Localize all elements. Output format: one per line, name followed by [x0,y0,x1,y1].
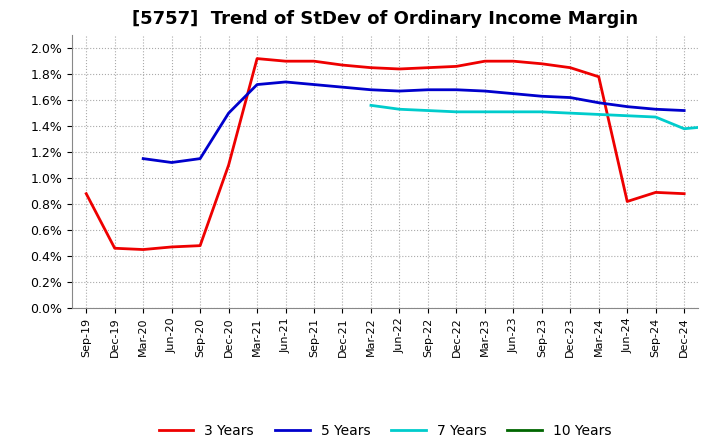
3 Years [82,191,91,196]
5 Years [225,110,233,116]
3 Years [139,247,148,252]
5 Years [310,82,318,87]
7 Years [595,112,603,117]
7 Years [652,114,660,120]
5 Years [423,87,432,92]
5 Years [338,84,347,90]
Line: 5 Years: 5 Years [143,82,684,162]
7 Years [708,124,717,129]
7 Years [452,109,461,114]
5 Years [480,88,489,94]
3 Years [395,66,404,72]
5 Years [452,87,461,92]
3 Years [196,243,204,248]
Title: [5757]  Trend of StDev of Ordinary Income Margin: [5757] Trend of StDev of Ordinary Income… [132,10,638,28]
3 Years [423,65,432,70]
3 Years [680,191,688,196]
5 Years [253,82,261,87]
5 Years [595,100,603,106]
3 Years [652,190,660,195]
3 Years [595,74,603,79]
5 Years [680,108,688,113]
3 Years [366,65,375,70]
3 Years [566,65,575,70]
3 Years [509,59,518,64]
7 Years [395,106,404,112]
7 Years [423,108,432,113]
3 Years [110,246,119,251]
7 Years [537,109,546,114]
3 Years [452,64,461,69]
5 Years [139,156,148,161]
5 Years [196,156,204,161]
3 Years [167,244,176,249]
7 Years [566,110,575,116]
3 Years [623,199,631,204]
5 Years [652,106,660,112]
3 Years [253,56,261,61]
7 Years [480,109,489,114]
7 Years [366,103,375,108]
7 Years [680,126,688,132]
7 Years [623,113,631,118]
Legend: 3 Years, 5 Years, 7 Years, 10 Years: 3 Years, 5 Years, 7 Years, 10 Years [153,418,617,440]
3 Years [282,59,290,64]
3 Years [537,61,546,66]
5 Years [566,95,575,100]
5 Years [395,88,404,94]
5 Years [282,79,290,84]
Line: 7 Years: 7 Years [371,105,720,129]
3 Years [225,162,233,168]
5 Years [623,104,631,109]
3 Years [310,59,318,64]
7 Years [509,109,518,114]
5 Years [167,160,176,165]
5 Years [537,94,546,99]
3 Years [338,62,347,68]
5 Years [509,91,518,96]
5 Years [366,87,375,92]
3 Years [480,59,489,64]
Line: 3 Years: 3 Years [86,59,684,249]
